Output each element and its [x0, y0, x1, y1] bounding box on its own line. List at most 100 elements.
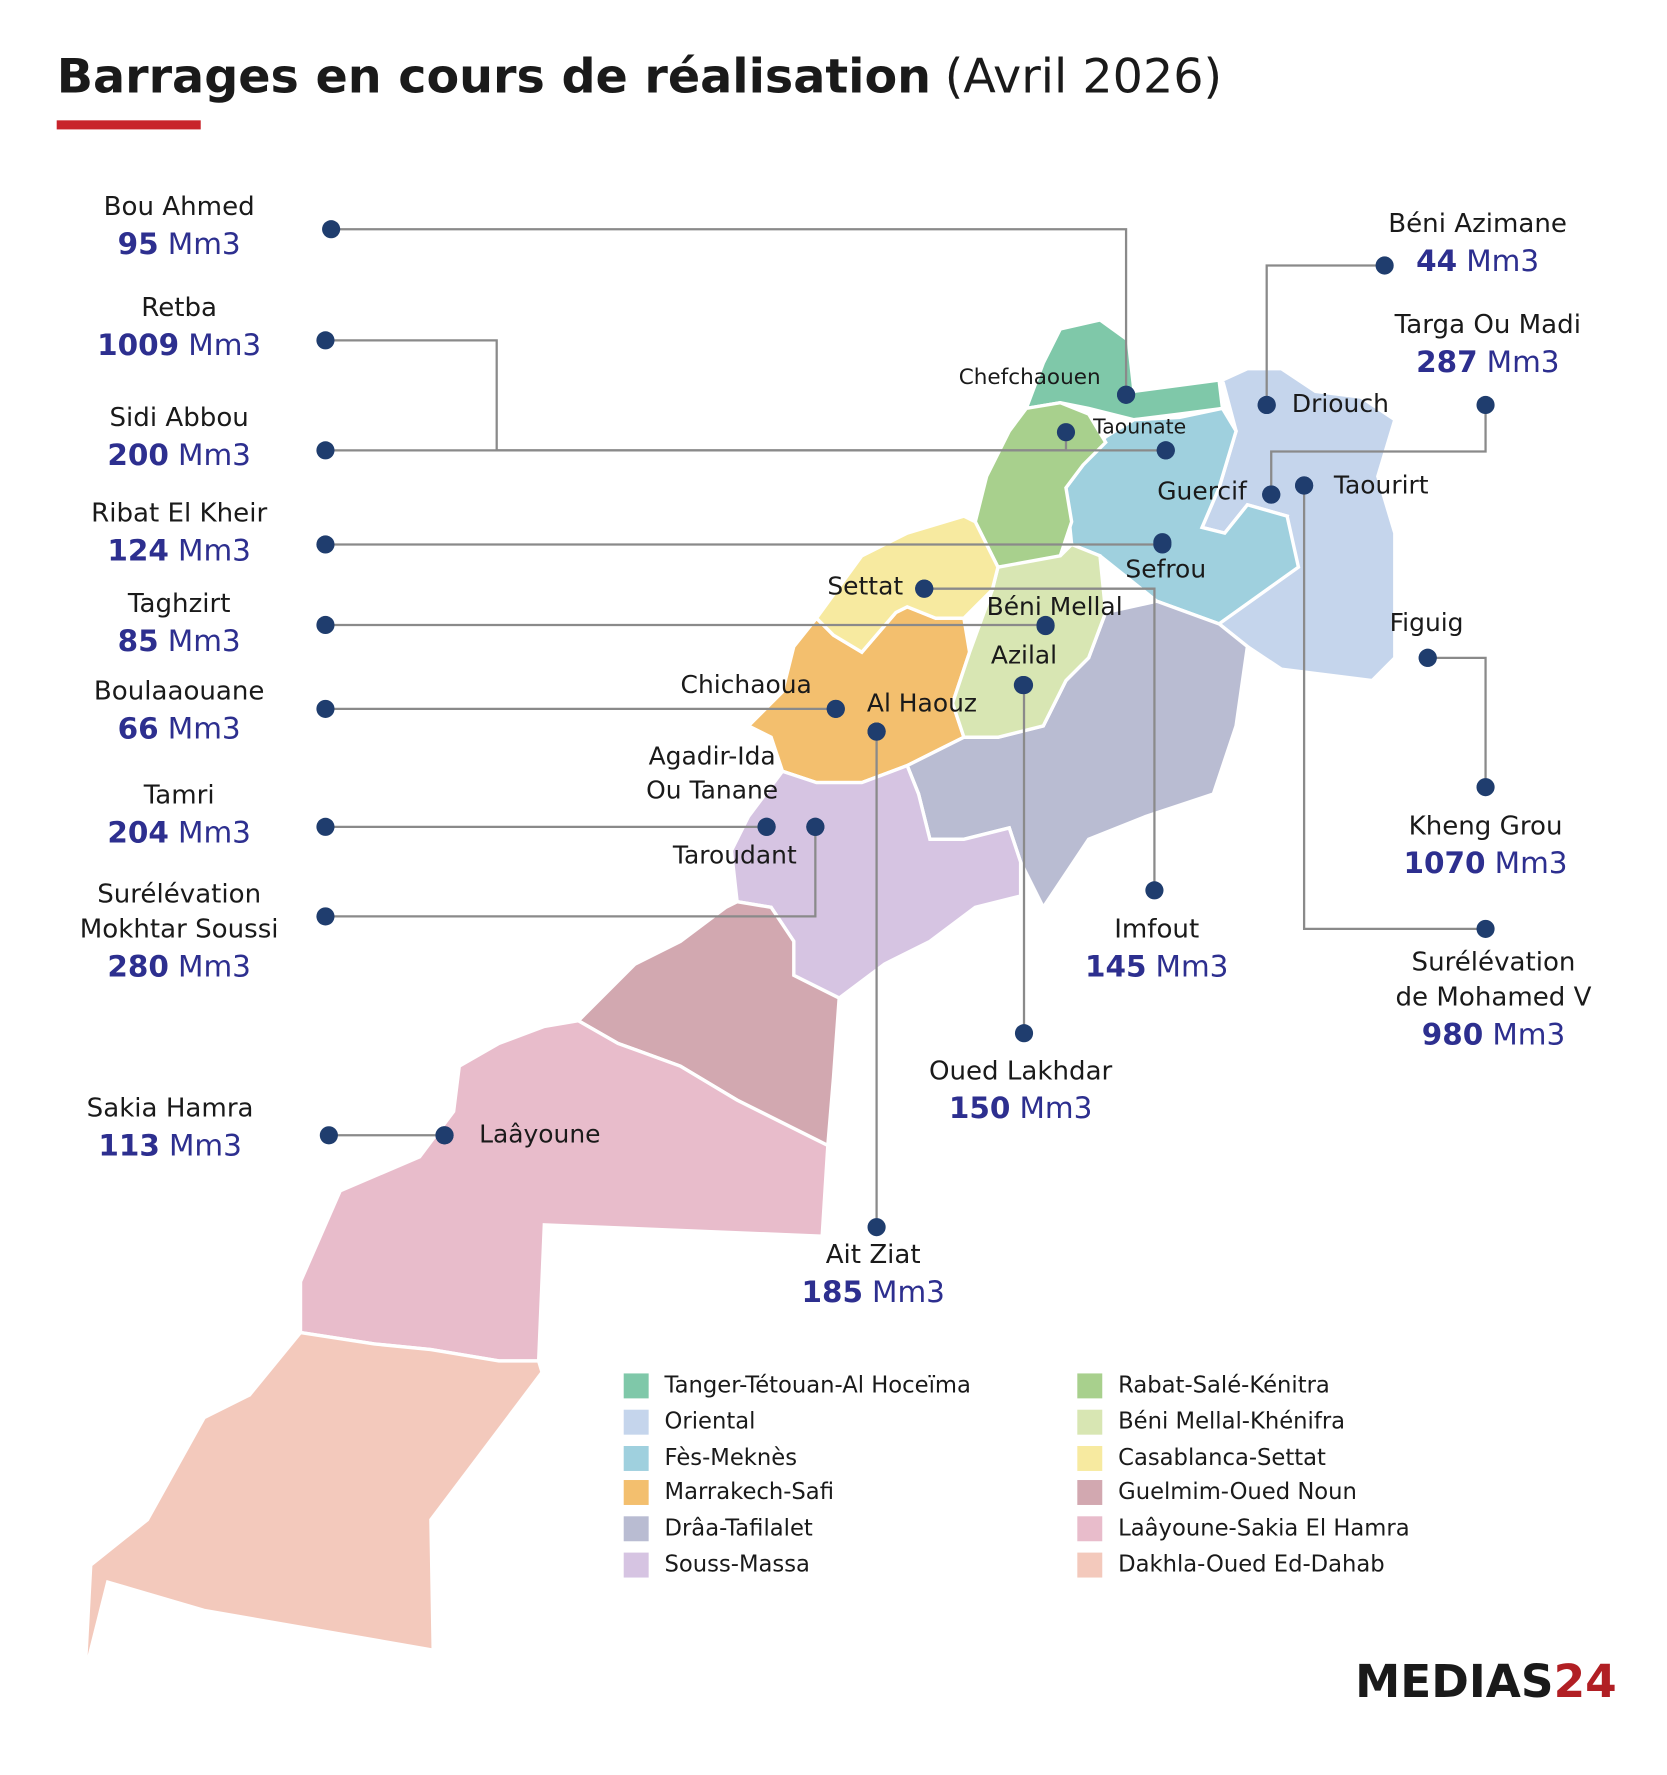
brand-logo: MEDIAS24 [1355, 1655, 1617, 1708]
city-label: Guercif [1157, 476, 1248, 505]
dam-name: Oued Lakhdar [929, 1056, 1113, 1086]
location-dot [806, 817, 825, 836]
city-label: Béni Mellal [987, 592, 1123, 621]
dam-name: Boulaaouane [94, 676, 265, 706]
city-label: Taounate [1092, 415, 1186, 439]
volume-unit: Mm3 [168, 623, 241, 657]
volume-value: 280 [107, 949, 169, 983]
location-dot [1117, 385, 1136, 404]
location-dot [1295, 476, 1314, 495]
volume-value: 287 [1416, 345, 1478, 379]
volume-unit: Mm3 [178, 533, 251, 567]
location-dot [1375, 256, 1394, 275]
title-underline [56, 120, 201, 130]
volume-unit: Mm3 [1495, 846, 1568, 880]
location-dot [316, 331, 335, 350]
dam-name: Surélévation [1412, 947, 1576, 977]
legend-swatch [1077, 1480, 1103, 1505]
leader-line [1427, 656, 1487, 788]
city-label: Ou Tanane [646, 776, 778, 805]
city-label: Laâyoune [479, 1119, 600, 1148]
legend-swatch [1077, 1516, 1103, 1542]
location-dot [1014, 1024, 1034, 1043]
dam-volume: 204 Mm3 [107, 815, 250, 849]
location-dot [915, 579, 934, 598]
legend-swatch [623, 1446, 649, 1471]
city-label: Driouch [1292, 389, 1389, 418]
volume-unit: Mm3 [168, 227, 241, 261]
volume-value: 85 [118, 623, 159, 657]
dam-volume: 145 Mm3 [1085, 949, 1228, 983]
dam-volume: 980 Mm3 [1422, 1017, 1565, 1051]
location-dot [316, 699, 335, 718]
legend-label: Tanger-Tétouan-Al Hoceïma [664, 1372, 971, 1398]
brand-name: MEDIAS [1355, 1655, 1553, 1708]
legend-label: Laâyoune-Sakia El Hamra [1118, 1515, 1409, 1541]
title-line: Barrages en cours de réalisation (Avril 2… [57, 50, 1222, 105]
subtitle: (Avril 2026) [945, 50, 1222, 105]
volume-value: 150 [949, 1091, 1011, 1125]
volume-unit: Mm3 [1487, 345, 1560, 379]
location-dot [757, 817, 776, 836]
dam-volume: 185 Mm3 [801, 1274, 944, 1308]
city-label: Chichaoua [681, 670, 812, 699]
volume-unit: Mm3 [168, 711, 241, 745]
dam-volume: 124 Mm3 [107, 533, 250, 567]
legend-label: Dakhla-Oued Ed-Dahab [1118, 1552, 1385, 1578]
dam-name: Béni Azimane [1388, 209, 1567, 239]
location-dot [1476, 919, 1495, 938]
dam-volume: 113 Mm3 [98, 1128, 241, 1162]
volume-value: 124 [107, 533, 169, 567]
dam-name: Targa Ou Madi [1394, 310, 1581, 340]
volume-value: 980 [1422, 1017, 1484, 1051]
legend-label: Oriental [665, 1409, 756, 1435]
city-label: Al Haouz [867, 688, 977, 717]
leader-line [325, 826, 817, 918]
volume-value: 145 [1085, 949, 1147, 983]
location-dot [1056, 423, 1076, 442]
dam-name: Sidi Abbou [110, 403, 249, 433]
legend-label: Drâa-Tafilalet [665, 1515, 813, 1541]
dam-name: Taghzirt [127, 589, 231, 619]
dam-volume: 287 Mm3 [1416, 345, 1559, 379]
volume-value: 1070 [1404, 846, 1486, 880]
region [83, 1330, 544, 1674]
legend-swatch [1077, 1446, 1103, 1471]
leader-line [1265, 264, 1385, 405]
volume-unit: Mm3 [178, 949, 251, 983]
volume-value: 44 [1416, 244, 1457, 278]
location-dot [316, 441, 335, 460]
location-dot [1476, 395, 1495, 415]
location-dot [826, 699, 845, 718]
volume-unit: Mm3 [1156, 949, 1229, 983]
title: Barrages en cours de réalisation [57, 50, 931, 105]
volume-value: 200 [107, 438, 169, 472]
dam-volume: 150 Mm3 [949, 1091, 1092, 1125]
leader-line [1302, 485, 1486, 931]
legend-swatch [623, 1409, 649, 1435]
dam-volume: 85 Mm3 [118, 623, 241, 657]
dam-volume: 1009 Mm3 [97, 328, 261, 362]
leader-line [1270, 404, 1487, 495]
location-dot [867, 1218, 886, 1237]
legend-swatch [623, 1373, 649, 1399]
volume-value: 185 [801, 1274, 863, 1308]
dam-name: Kheng Grou [1409, 811, 1563, 841]
location-dot [1257, 395, 1276, 415]
location-dot [319, 1126, 338, 1145]
city-label: Taourirt [1333, 471, 1429, 500]
legend-label: Marrakech-Safi [665, 1479, 834, 1505]
location-dot [1013, 676, 1032, 695]
legend-label: Fès-Meknès [665, 1445, 798, 1471]
location-dot [1156, 441, 1175, 460]
legend-swatch [623, 1480, 649, 1505]
volume-value: 113 [98, 1128, 160, 1162]
location-dot [435, 1126, 454, 1145]
dam-name: Ait Ziat [826, 1240, 921, 1270]
dam-name: Retba [141, 293, 217, 323]
legend-label: Béni Mellal-Khénifra [1118, 1409, 1345, 1435]
legend-label: Guelmim-Oued Noun [1118, 1479, 1357, 1505]
dam-name: Ribat El Kheir [91, 498, 267, 528]
volume-unit: Mm3 [1466, 244, 1539, 278]
